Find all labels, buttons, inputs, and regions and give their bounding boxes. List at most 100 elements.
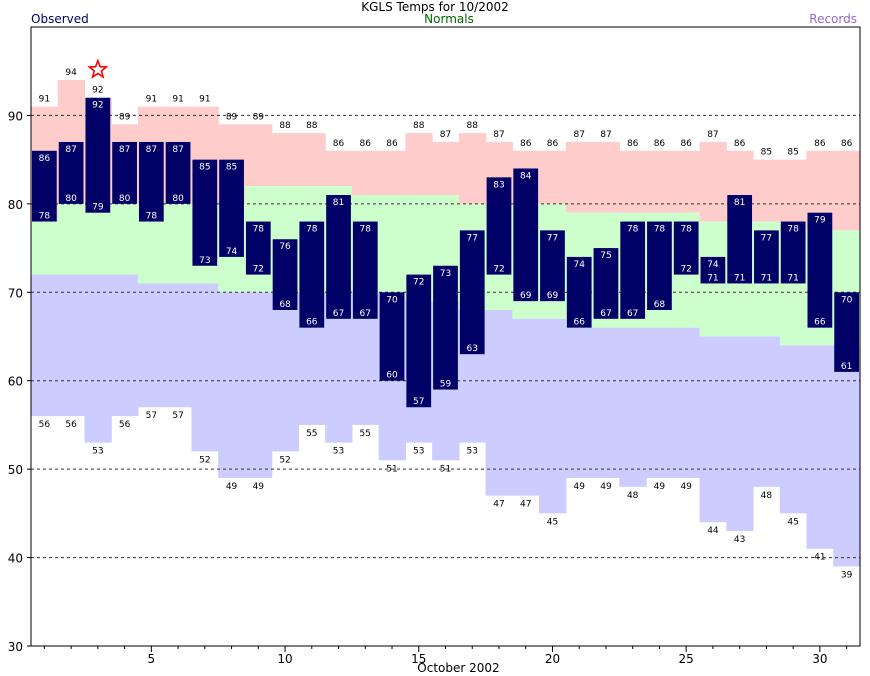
record-high-label: 87 [707, 130, 718, 140]
observed-high-label: 76 [279, 242, 291, 252]
observed-high-label: 81 [333, 198, 344, 208]
record-high-label: 86 [627, 139, 639, 149]
record-low-band [672, 327, 701, 478]
observed-bar [700, 256, 726, 284]
record-high-label: 94 [65, 68, 77, 78]
observed-bar [540, 230, 565, 302]
observed-bar [219, 159, 244, 257]
record-low-label: 49 [226, 482, 238, 492]
record-high-label: 91 [146, 95, 157, 105]
x-tick-label: 30 [812, 652, 827, 666]
normal-band [84, 203, 112, 275]
observed-bar [272, 239, 298, 310]
record-high-band [405, 133, 433, 196]
observed-bar [459, 230, 485, 355]
y-tick-label: 70 [8, 286, 23, 300]
record-low-band [726, 336, 754, 532]
record-high-label: 87 [573, 130, 584, 140]
record-low-label: 52 [279, 455, 290, 465]
observed-bar [513, 168, 539, 302]
observed-bar [727, 195, 753, 284]
observed-low-label: 73 [199, 256, 210, 266]
observed-low-label: 72 [253, 265, 264, 275]
observed-low-label: 80 [65, 194, 77, 204]
record-low-label: 51 [440, 464, 451, 474]
record-low-label: 56 [39, 420, 51, 430]
observed-high-label: 78 [360, 225, 372, 235]
observed-low-label: 78 [146, 212, 158, 222]
record-star-icon [87, 58, 109, 79]
record-low-label: 53 [333, 447, 344, 457]
observed-low-label: 71 [734, 273, 745, 283]
normal-band [31, 221, 59, 275]
record-low-label: 49 [600, 482, 612, 492]
observed-bar [673, 221, 699, 275]
observed-low-label: 72 [680, 265, 691, 275]
observed-low-label: 60 [386, 371, 398, 381]
observed-high-label: 85 [226, 163, 237, 173]
record-high-band [753, 159, 781, 222]
observed-high-label: 77 [761, 233, 772, 243]
observed-low-label: 80 [172, 194, 184, 204]
record-high-band [539, 150, 567, 204]
observed-low-label: 61 [841, 362, 852, 372]
record-high-label: 86 [547, 139, 559, 149]
observed-bar [32, 150, 57, 222]
record-high-label: 89 [226, 112, 238, 122]
record-low-band [164, 283, 193, 408]
observed-low-label: 69 [547, 291, 559, 301]
observed-low-label: 67 [333, 309, 344, 319]
record-high-label: 86 [654, 139, 666, 149]
record-low-label: 52 [199, 455, 210, 465]
observed-bar [807, 212, 833, 328]
record-low-label: 39 [841, 570, 853, 580]
observed-high-label: 70 [841, 295, 853, 305]
record-low-band [218, 292, 246, 478]
y-tick-label: 80 [8, 198, 23, 212]
observed-high-label: 86 [39, 154, 51, 164]
observed-low-label: 66 [814, 318, 826, 328]
observed-high-label: 78 [654, 225, 666, 235]
record-high-label: 87 [493, 130, 504, 140]
observed-high-label: 74 [707, 260, 719, 270]
observed-low-label: 63 [467, 344, 478, 354]
observed-high-label: 87 [65, 145, 76, 155]
observed-bar [352, 221, 378, 319]
observed-bar [299, 221, 325, 328]
record-low-band [31, 274, 59, 417]
record-high-band [672, 150, 701, 213]
record-high-band [646, 150, 674, 213]
record-low-band [806, 345, 834, 549]
record-low-label: 53 [413, 447, 424, 457]
observed-bar [112, 141, 137, 204]
observed-low-label: 72 [493, 265, 504, 275]
record-high-label: 85 [761, 148, 772, 158]
record-high-label: 86 [520, 139, 532, 149]
record-low-label: 51 [386, 464, 397, 474]
record-low-label: 56 [119, 420, 131, 430]
y-tick-label: 50 [8, 463, 23, 477]
observed-low-label: 67 [627, 309, 638, 319]
x-axis-label: October 2002 [417, 661, 499, 675]
observed-low-label: 79 [92, 203, 104, 213]
observed-high-label: 74 [573, 260, 585, 270]
record-high-band [325, 150, 353, 187]
record-low-band [191, 283, 219, 452]
observed-high-label: 77 [467, 233, 478, 243]
observed-bar [165, 141, 191, 204]
x-tick-label: 25 [679, 652, 694, 666]
y-tick-label: 90 [8, 109, 23, 123]
record-high-label: 87 [600, 130, 611, 140]
observed-high-label: 84 [520, 171, 532, 181]
observed-bar [754, 230, 779, 284]
observed-legend-label: Observed [31, 12, 89, 26]
record-low-label: 43 [734, 535, 745, 545]
x-tick-label: 20 [545, 652, 560, 666]
record-high-label: 89 [253, 112, 265, 122]
record-low-band [539, 318, 567, 514]
record-high-band [619, 150, 647, 213]
observed-low-label: 67 [600, 309, 611, 319]
observed-bar [593, 248, 619, 319]
y-tick-label: 60 [8, 375, 23, 389]
record-high-label: 92 [92, 86, 103, 96]
